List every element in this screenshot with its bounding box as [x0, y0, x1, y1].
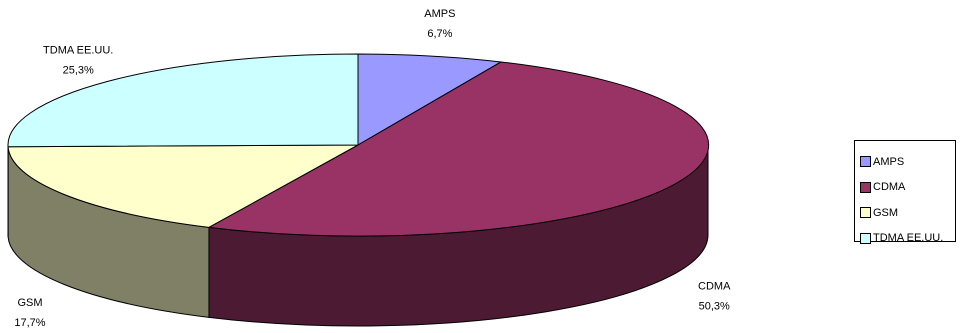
data-label-category-tdma-ee-uu: TDMA EE.UU. [43, 44, 113, 56]
data-label-value-amps: 6,7% [427, 28, 452, 40]
data-label-category-cdma: CDMA [698, 281, 731, 293]
legend: AMPS CDMA GSM TDMA EE.UU. [854, 140, 956, 244]
data-label-category-gsm: GSM [17, 297, 42, 309]
data-label-value-tdma-ee-uu: 25,3% [63, 64, 94, 76]
pie-slice-amps [357, 53, 503, 146]
data-label-value-cdma: 50,3% [699, 301, 730, 313]
pie-slices [7, 53, 710, 237]
legend-item-cdma: CDMA [860, 175, 955, 201]
legend-item-gsm: GSM [860, 200, 955, 226]
data-label-category-amps: AMPS [424, 8, 455, 20]
legend-label-cdma: CDMA [873, 181, 906, 194]
legend-label-gsm: GSM [873, 206, 899, 219]
legend-item-amps: AMPS [860, 149, 955, 175]
pie-slice-cdma [207, 61, 710, 237]
legend-item-tdma: TDMA EE.UU. [860, 226, 955, 252]
pie-slice-tdma-ee-uu [7, 53, 359, 148]
legend-swatch-cdma [860, 181, 871, 193]
pie-slice-gsm [7, 144, 359, 228]
pie-labels: AMPS 6,7% CDMA 50,3% GSM 17,7% TDMA EE.UU. 25,3… [14, 8, 731, 329]
data-label-value-gsm: 17,7% [14, 317, 45, 329]
legend-label-tdma: TDMA EE.UU. [873, 232, 944, 245]
legend-swatch-amps [860, 156, 871, 168]
legend-label-amps: AMPS [873, 155, 905, 168]
legend-swatch-tdma [860, 232, 871, 244]
legend-swatch-gsm [860, 207, 871, 219]
